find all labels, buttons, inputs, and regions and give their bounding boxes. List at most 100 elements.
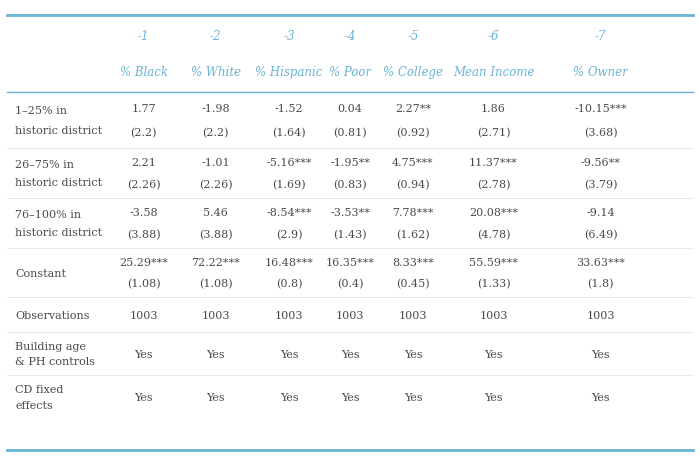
Text: (2.71): (2.71) — [477, 128, 510, 138]
Text: -8.54***: -8.54*** — [266, 207, 312, 218]
Text: -3: -3 — [284, 30, 295, 44]
Text: -3.58: -3.58 — [130, 207, 158, 218]
Text: % Hispanic: % Hispanic — [256, 65, 323, 79]
Text: 1003: 1003 — [336, 310, 364, 320]
Text: 1.86: 1.86 — [481, 103, 506, 113]
Text: 1–25% in: 1–25% in — [15, 106, 67, 116]
Text: -1: -1 — [138, 30, 149, 44]
Text: -10.15***: -10.15*** — [574, 103, 627, 113]
Text: (0.94): (0.94) — [396, 180, 430, 190]
Text: -5: -5 — [407, 30, 419, 44]
Text: (2.26): (2.26) — [199, 180, 232, 190]
Text: % Owner: % Owner — [573, 65, 628, 79]
Text: Yes: Yes — [280, 392, 298, 402]
Text: 0.04: 0.04 — [337, 103, 363, 113]
Text: Constant: Constant — [15, 268, 66, 278]
Text: (1.43): (1.43) — [333, 229, 367, 239]
Text: Yes: Yes — [484, 349, 503, 359]
Text: -1.52: -1.52 — [275, 103, 303, 113]
Text: -2: -2 — [210, 30, 221, 44]
Text: Yes: Yes — [134, 392, 153, 402]
Text: effects: effects — [15, 400, 53, 410]
Text: -1.95**: -1.95** — [330, 158, 370, 168]
Text: Yes: Yes — [484, 392, 503, 402]
Text: (3.79): (3.79) — [584, 180, 617, 190]
Text: (1.08): (1.08) — [127, 279, 160, 289]
Text: 16.48***: 16.48*** — [265, 257, 314, 267]
Text: (2.26): (2.26) — [127, 180, 160, 190]
Text: Yes: Yes — [134, 349, 153, 359]
Text: 5.46: 5.46 — [203, 207, 228, 218]
Text: 72.22***: 72.22*** — [191, 257, 240, 267]
Text: & PH controls: & PH controls — [15, 357, 95, 367]
Text: -6: -6 — [488, 30, 499, 44]
Text: (2.2): (2.2) — [202, 128, 229, 138]
Text: (4.78): (4.78) — [477, 229, 510, 239]
Text: Yes: Yes — [206, 392, 225, 402]
Text: Building age: Building age — [15, 341, 86, 351]
Text: 16.35***: 16.35*** — [326, 257, 374, 267]
Text: 25.29***: 25.29*** — [119, 257, 168, 267]
Text: 2.21: 2.21 — [131, 158, 156, 168]
Text: Mean Income: Mean Income — [453, 65, 534, 79]
Text: Yes: Yes — [280, 349, 298, 359]
Text: % White: % White — [190, 65, 241, 79]
Text: Yes: Yes — [404, 349, 422, 359]
Text: Yes: Yes — [341, 349, 359, 359]
Text: -1.01: -1.01 — [202, 158, 230, 168]
Text: Yes: Yes — [404, 392, 422, 402]
Text: Yes: Yes — [341, 392, 359, 402]
Text: (1.33): (1.33) — [477, 279, 510, 289]
Text: (0.45): (0.45) — [396, 279, 430, 289]
Text: (2.2): (2.2) — [130, 128, 157, 138]
Text: -3.53**: -3.53** — [330, 207, 370, 218]
Text: 1.77: 1.77 — [131, 103, 156, 113]
Text: (0.83): (0.83) — [333, 180, 367, 190]
Text: 1003: 1003 — [275, 310, 303, 320]
Text: 7.78***: 7.78*** — [392, 207, 434, 218]
Text: (0.81): (0.81) — [333, 128, 367, 138]
Text: 20.08***: 20.08*** — [469, 207, 518, 218]
Text: 2.27**: 2.27** — [395, 103, 431, 113]
Text: CD fixed: CD fixed — [15, 384, 64, 394]
Text: -9.14: -9.14 — [587, 207, 615, 218]
Text: 26–75% in: 26–75% in — [15, 160, 74, 170]
Text: Observations: Observations — [15, 310, 90, 320]
Text: 55.59***: 55.59*** — [469, 257, 518, 267]
Text: -9.56**: -9.56** — [581, 158, 620, 168]
Text: (0.8): (0.8) — [276, 279, 302, 289]
Text: (0.4): (0.4) — [337, 279, 363, 289]
Text: (1.69): (1.69) — [272, 180, 306, 190]
Text: 1003: 1003 — [480, 310, 508, 320]
Text: Yes: Yes — [592, 392, 610, 402]
Text: (3.68): (3.68) — [584, 128, 617, 138]
Text: (1.08): (1.08) — [199, 279, 232, 289]
Text: (6.49): (6.49) — [584, 229, 617, 239]
Text: (1.8): (1.8) — [587, 279, 614, 289]
Text: % Black: % Black — [120, 65, 167, 79]
Text: % College: % College — [383, 65, 443, 79]
Text: 1003: 1003 — [130, 310, 158, 320]
Text: 1003: 1003 — [202, 310, 230, 320]
Text: (0.92): (0.92) — [396, 128, 430, 138]
Text: -1.98: -1.98 — [202, 103, 230, 113]
Text: 11.37***: 11.37*** — [469, 158, 518, 168]
Text: 8.33***: 8.33*** — [392, 257, 434, 267]
Text: (2.78): (2.78) — [477, 180, 510, 190]
Text: 4.75***: 4.75*** — [392, 158, 434, 168]
Text: 1003: 1003 — [399, 310, 427, 320]
Text: historic district: historic district — [15, 126, 102, 136]
Text: % Poor: % Poor — [329, 65, 371, 79]
Text: -5.16***: -5.16*** — [266, 158, 312, 168]
Text: Yes: Yes — [592, 349, 610, 359]
Text: -4: -4 — [344, 30, 356, 44]
Text: 1003: 1003 — [587, 310, 615, 320]
Text: (1.62): (1.62) — [396, 229, 430, 239]
Text: (3.88): (3.88) — [199, 229, 232, 239]
Text: Yes: Yes — [206, 349, 225, 359]
Text: historic district: historic district — [15, 227, 102, 238]
Text: (2.9): (2.9) — [276, 229, 302, 239]
Text: 76–100% in: 76–100% in — [15, 209, 81, 219]
Text: historic district: historic district — [15, 178, 102, 188]
Text: (1.64): (1.64) — [272, 128, 306, 138]
